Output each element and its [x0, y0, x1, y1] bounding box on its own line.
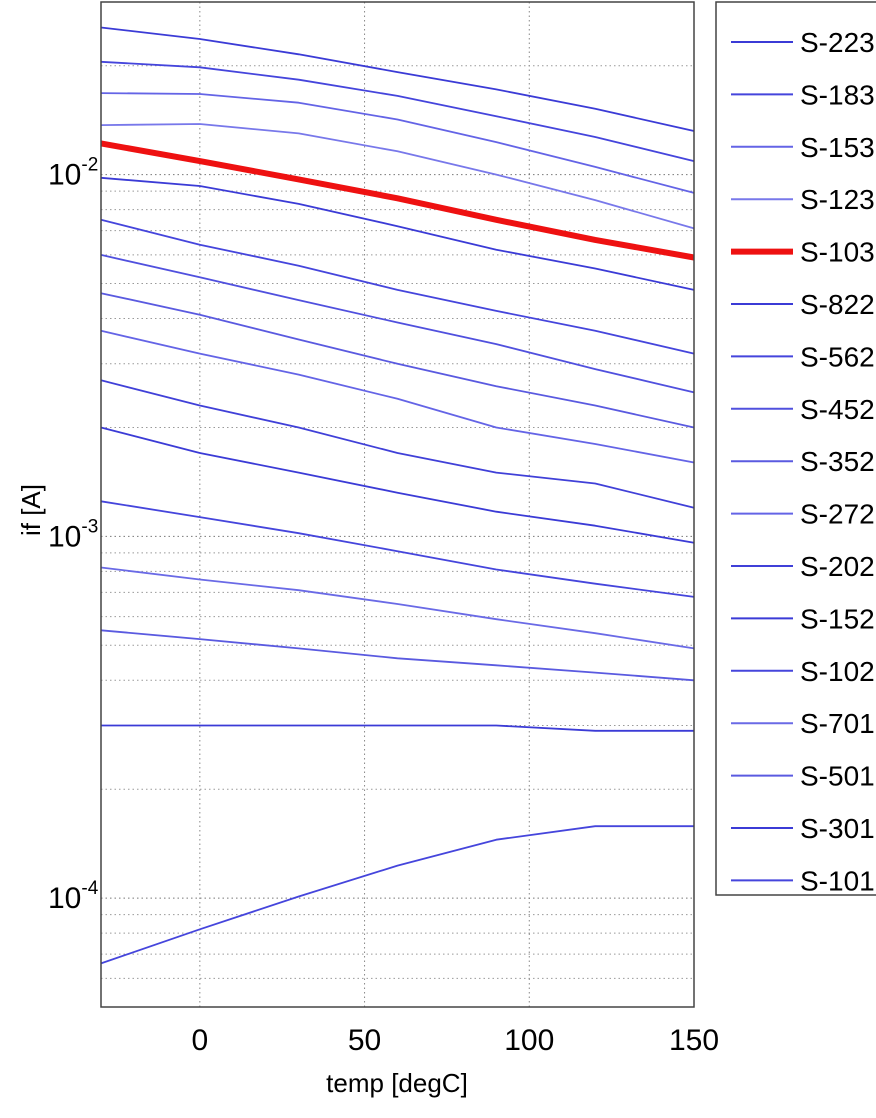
series-line-s-223 — [100, 26, 695, 132]
legend-entry: S-822 — [731, 289, 875, 320]
series-line-s-562 — [100, 218, 695, 355]
series-line-s-152 — [100, 426, 695, 544]
legend-entry: S-701 — [731, 708, 875, 739]
series-lines — [100, 26, 695, 965]
legend-label: S-183 — [800, 79, 875, 110]
series-line-s-701 — [100, 566, 695, 650]
legend: S-223 S-183 S-153 S-123 S-103 S-822 S-562 S-452… — [731, 27, 875, 896]
legend-entry: S-152 — [731, 603, 875, 634]
x-tick-labels: 0 50 100 150 — [191, 1024, 719, 1057]
legend-entry: S-501 — [731, 761, 875, 792]
legend-label: S-272 — [800, 499, 875, 530]
legend-label: S-103 — [800, 237, 875, 268]
legend-label: S-123 — [800, 184, 875, 215]
legend-box — [715, 1, 876, 896]
legend-label: S-102 — [800, 656, 875, 687]
legend-entry: S-352 — [731, 446, 875, 477]
legend-entry: S-123 — [731, 184, 875, 215]
series-line-s-101 — [100, 825, 694, 965]
legend-label: S-822 — [800, 289, 875, 320]
x-tick-label: 150 — [669, 1024, 719, 1057]
y-tick-labels: 10-4 10-3 10-2 — [48, 155, 99, 916]
legend-label: S-202 — [800, 551, 875, 582]
legend-entry: S-153 — [731, 132, 875, 163]
plot-background — [101, 2, 694, 1007]
series-line-s-103 — [100, 140, 695, 261]
legend-label: S-562 — [800, 341, 875, 372]
series-line-s-123 — [100, 123, 695, 230]
series-line-s-272 — [100, 329, 695, 464]
x-tick-label: 100 — [504, 1024, 554, 1057]
y-tick-label: 10-3 — [48, 516, 98, 553]
legend-label: S-152 — [800, 603, 875, 634]
legend-entry: S-272 — [731, 499, 875, 530]
legend-label: S-223 — [800, 27, 875, 58]
series-line-s-202 — [100, 379, 695, 509]
series-line-s-352 — [100, 292, 695, 429]
series-line-s-452 — [100, 254, 695, 394]
legend-entry: S-101 — [731, 865, 875, 896]
y-tick-label: 10-4 — [48, 878, 99, 915]
legend-label: S-352 — [800, 446, 875, 477]
legend-label: S-101 — [800, 865, 875, 896]
legend-entry: S-103 — [731, 237, 875, 268]
legend-entry: S-202 — [731, 551, 875, 582]
series-line-s-183 — [100, 60, 695, 162]
legend-entry: S-102 — [731, 656, 875, 687]
legend-label: S-701 — [800, 708, 875, 739]
legend-label: S-153 — [800, 132, 875, 163]
x-tick-label: 0 — [191, 1024, 208, 1057]
x-axis-label: temp [degC] — [326, 1068, 468, 1098]
legend-entry: S-183 — [731, 79, 875, 110]
series-line-s-501 — [100, 629, 695, 682]
legend-entry: S-301 — [731, 813, 875, 844]
legend-entry: S-223 — [731, 27, 875, 58]
legend-label: S-452 — [800, 394, 875, 425]
series-line-s-153 — [100, 92, 695, 194]
series-line-s-822 — [100, 176, 695, 291]
legend-label: S-501 — [800, 761, 875, 792]
series-line-s-102 — [100, 500, 695, 598]
legend-label: S-301 — [800, 813, 875, 844]
series-line-s-301 — [101, 724, 694, 732]
y-axis-label: if [A] — [16, 484, 46, 536]
plot-frame — [100, 1, 695, 1008]
x-tick-label: 50 — [348, 1024, 381, 1057]
y-tick-label: 10-2 — [48, 155, 98, 192]
legend-entry: S-562 — [731, 341, 875, 372]
legend-entry: S-452 — [731, 394, 875, 425]
